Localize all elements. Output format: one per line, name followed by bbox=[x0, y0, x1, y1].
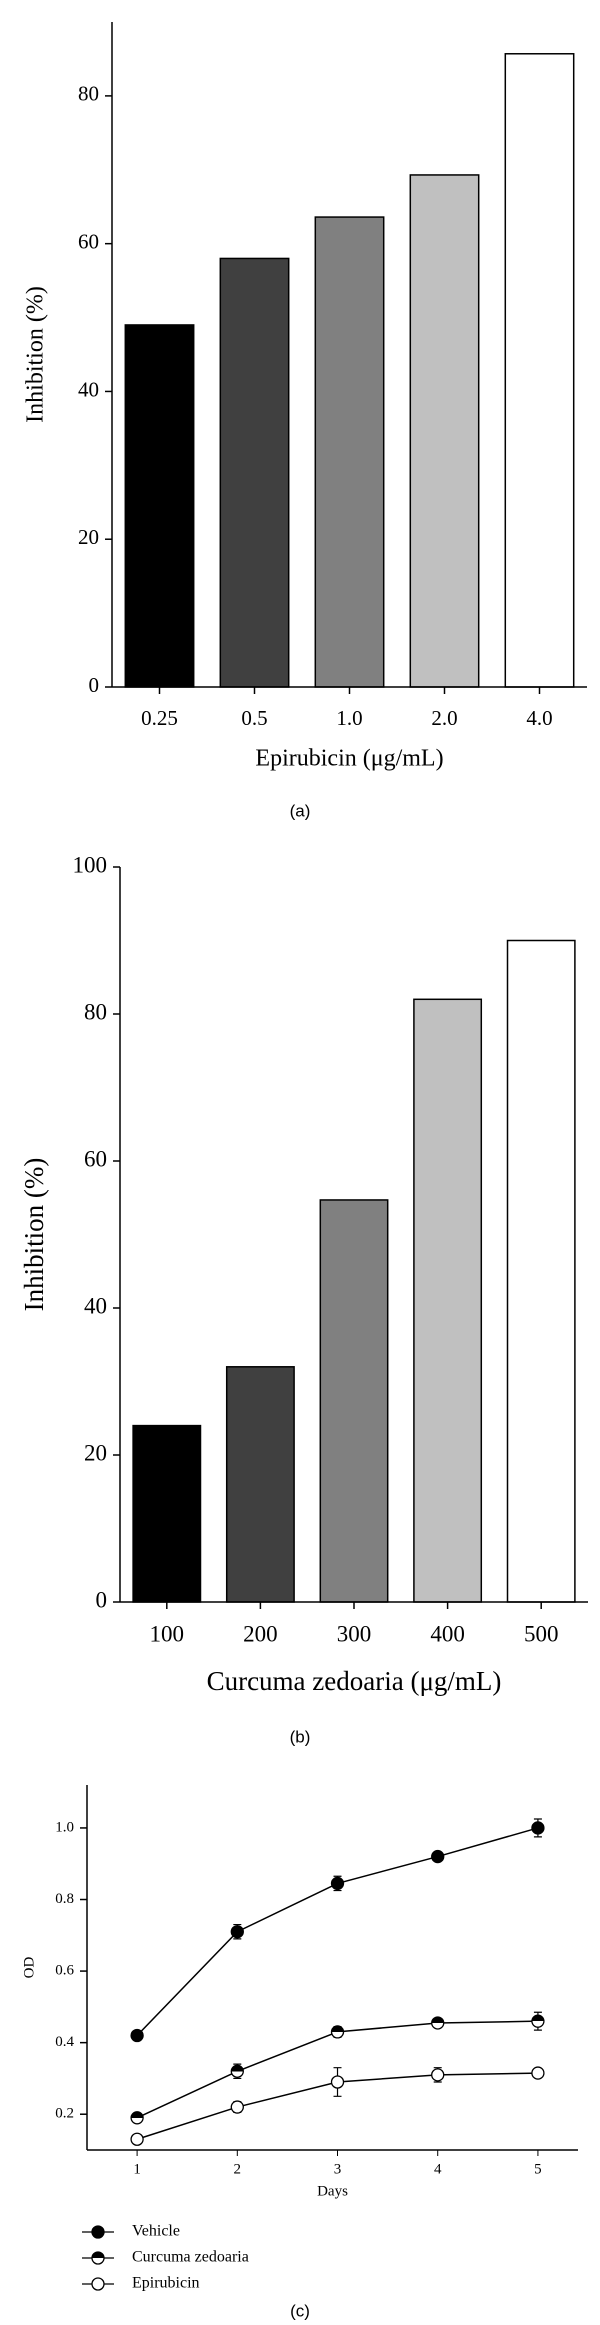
x-axis-label: Days bbox=[317, 2183, 348, 2199]
marker bbox=[330, 2025, 345, 2039]
bar bbox=[413, 998, 483, 1603]
bar bbox=[124, 324, 195, 688]
marker bbox=[130, 2132, 144, 2146]
bar bbox=[506, 939, 576, 1603]
y-tick-label: 1.0 bbox=[55, 1819, 74, 1835]
y-axis-label: OD bbox=[21, 1957, 37, 1979]
caption: (b) bbox=[290, 1727, 311, 1746]
x-tick-label: 200 bbox=[243, 1621, 278, 1646]
y-tick-label: 0.4 bbox=[55, 2034, 74, 2050]
marker bbox=[130, 2028, 144, 2043]
y-tick-label: 20 bbox=[84, 1440, 107, 1465]
y-tick-label: 80 bbox=[78, 82, 99, 106]
bar bbox=[219, 257, 290, 688]
y-tick-label: 0 bbox=[89, 673, 100, 697]
y-tick-label: 0.6 bbox=[55, 1963, 74, 1979]
bar bbox=[314, 216, 385, 688]
x-axis-label: Curcuma zedoaria (μg/mL) bbox=[207, 1666, 502, 1696]
y-tick-label: 80 bbox=[84, 999, 107, 1024]
x-tick-label: 0.25 bbox=[141, 706, 178, 730]
legend-marker bbox=[91, 2277, 105, 2291]
x-tick-label: 4.0 bbox=[526, 706, 552, 730]
y-tick-label: 60 bbox=[78, 229, 99, 253]
marker bbox=[230, 2064, 244, 2078]
x-tick-label: 100 bbox=[150, 1621, 185, 1646]
marker bbox=[531, 2014, 545, 2028]
legend-label: Vehicle bbox=[132, 2223, 180, 2240]
x-tick-label: 1.0 bbox=[336, 706, 362, 730]
bar bbox=[319, 1199, 389, 1603]
x-tick-label: 400 bbox=[430, 1621, 465, 1646]
y-axis-label: Inhibition (%) bbox=[23, 286, 49, 423]
marker bbox=[230, 1925, 244, 1939]
y-tick-label: 20 bbox=[78, 525, 99, 549]
series-line bbox=[136, 1827, 539, 2037]
y-tick-label: 40 bbox=[78, 377, 99, 401]
y-tick-label: 60 bbox=[84, 1146, 107, 1171]
x-tick-label: 5 bbox=[534, 2161, 542, 2177]
legend-label: Curcuma zedoaria bbox=[132, 2249, 249, 2266]
caption: (c) bbox=[290, 2301, 310, 2320]
marker bbox=[330, 1876, 345, 1891]
x-tick-label: 4 bbox=[434, 2161, 442, 2177]
legend-marker bbox=[91, 2225, 105, 2239]
x-tick-label: 500 bbox=[524, 1621, 559, 1646]
x-tick-label: 3 bbox=[334, 2161, 342, 2177]
marker bbox=[531, 1821, 545, 1835]
x-tick-label: 300 bbox=[337, 1621, 372, 1646]
marker bbox=[531, 2066, 545, 2080]
bar bbox=[225, 1366, 295, 1603]
x-axis-label: Epirubicin (μg/mL) bbox=[255, 746, 443, 772]
x-tick-label: 0.5 bbox=[241, 706, 267, 730]
y-axis-label: Inhibition (%) bbox=[19, 1158, 49, 1312]
marker bbox=[130, 2111, 144, 2125]
marker bbox=[330, 2075, 345, 2089]
marker bbox=[431, 1849, 445, 1864]
y-tick-label: 100 bbox=[73, 852, 108, 877]
bar bbox=[409, 174, 480, 688]
x-tick-label: 2.0 bbox=[431, 706, 457, 730]
marker bbox=[431, 2068, 445, 2082]
y-tick-label: 0.2 bbox=[55, 2106, 74, 2122]
caption: (a) bbox=[290, 801, 311, 820]
marker bbox=[230, 2100, 244, 2114]
y-tick-label: 0.8 bbox=[55, 1891, 74, 1907]
y-tick-label: 0 bbox=[96, 1587, 108, 1612]
legend-marker bbox=[91, 2251, 105, 2265]
legend-label: Epirubicin bbox=[132, 2275, 200, 2292]
y-tick-label: 40 bbox=[84, 1293, 107, 1318]
marker bbox=[431, 2016, 445, 2030]
x-tick-label: 1 bbox=[133, 2161, 141, 2177]
x-tick-label: 2 bbox=[234, 2161, 242, 2177]
bar bbox=[504, 53, 575, 688]
bar bbox=[132, 1424, 202, 1603]
